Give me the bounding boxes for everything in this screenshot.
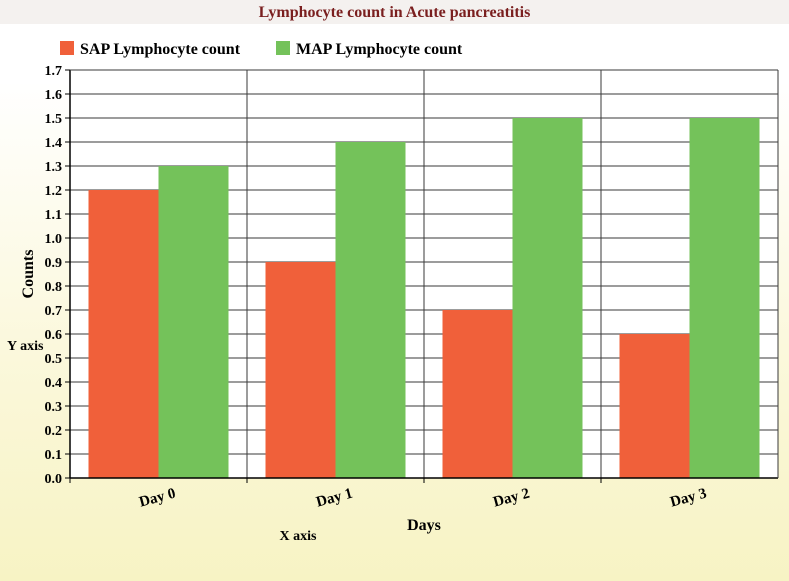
y-tick-label: 0.2: [45, 424, 63, 439]
legend-swatch: [60, 41, 74, 55]
legend-label: MAP Lymphocyte count: [296, 41, 463, 58]
y-tick-label: 1.6: [45, 88, 63, 103]
legend: SAP Lymphocyte count MAP Lymphocyte count: [60, 41, 463, 58]
axes: [65, 69, 779, 483]
bar-sap-day-1: [265, 262, 336, 478]
x-axis-title: Days: [407, 517, 441, 534]
x-axis-caption: X axis: [280, 529, 318, 544]
legend-label: SAP Lymphocyte count: [80, 41, 241, 58]
bar-sap-day-3: [619, 334, 690, 478]
bar-map-day-3: [689, 118, 760, 478]
y-tick-label: 0.0: [45, 472, 63, 487]
y-axis-title: Counts: [20, 250, 37, 299]
bar-map-day-2: [512, 118, 583, 478]
bar-sap-day-2: [442, 310, 513, 478]
chart-title-bar: Lymphocyte count in Acute pancreatitis: [0, 0, 789, 24]
chart-title: Lymphocyte count in Acute pancreatitis: [258, 4, 531, 21]
y-tick-label: 1.5: [45, 112, 63, 127]
y-tick-label: 1.1: [45, 208, 63, 223]
x-tick-label: Day 3: [668, 486, 708, 511]
x-tick-label: Day 1: [314, 486, 354, 511]
bars: [88, 118, 760, 478]
y-tick-label: 0.6: [45, 328, 63, 343]
bar-map-day-0: [158, 166, 229, 478]
y-tick-label: 0.5: [45, 352, 63, 367]
y-tick-label: 1.2: [45, 184, 63, 199]
x-tick-label: Day 2: [491, 486, 531, 511]
y-tick-label: 1.4: [45, 136, 63, 151]
x-tick-label: Day 0: [137, 486, 177, 511]
y-tick-label: 1.3: [45, 160, 63, 175]
y-axis-caption: Y axis: [7, 339, 44, 354]
legend-swatch: [276, 41, 290, 55]
y-tick-label: 0.7: [45, 304, 63, 319]
y-tick-label: 0.4: [45, 376, 63, 391]
y-tick-label: 1.0: [45, 232, 63, 247]
bar-sap-day-0: [88, 190, 159, 478]
y-tick-label: 0.1: [45, 448, 63, 463]
y-tick-label: 0.9: [45, 256, 63, 271]
y-tick-label: 0.3: [45, 400, 63, 415]
bar-map-day-1: [335, 142, 406, 478]
y-tick-label: 1.7: [45, 64, 63, 79]
y-tick-label: 0.8: [45, 280, 63, 295]
